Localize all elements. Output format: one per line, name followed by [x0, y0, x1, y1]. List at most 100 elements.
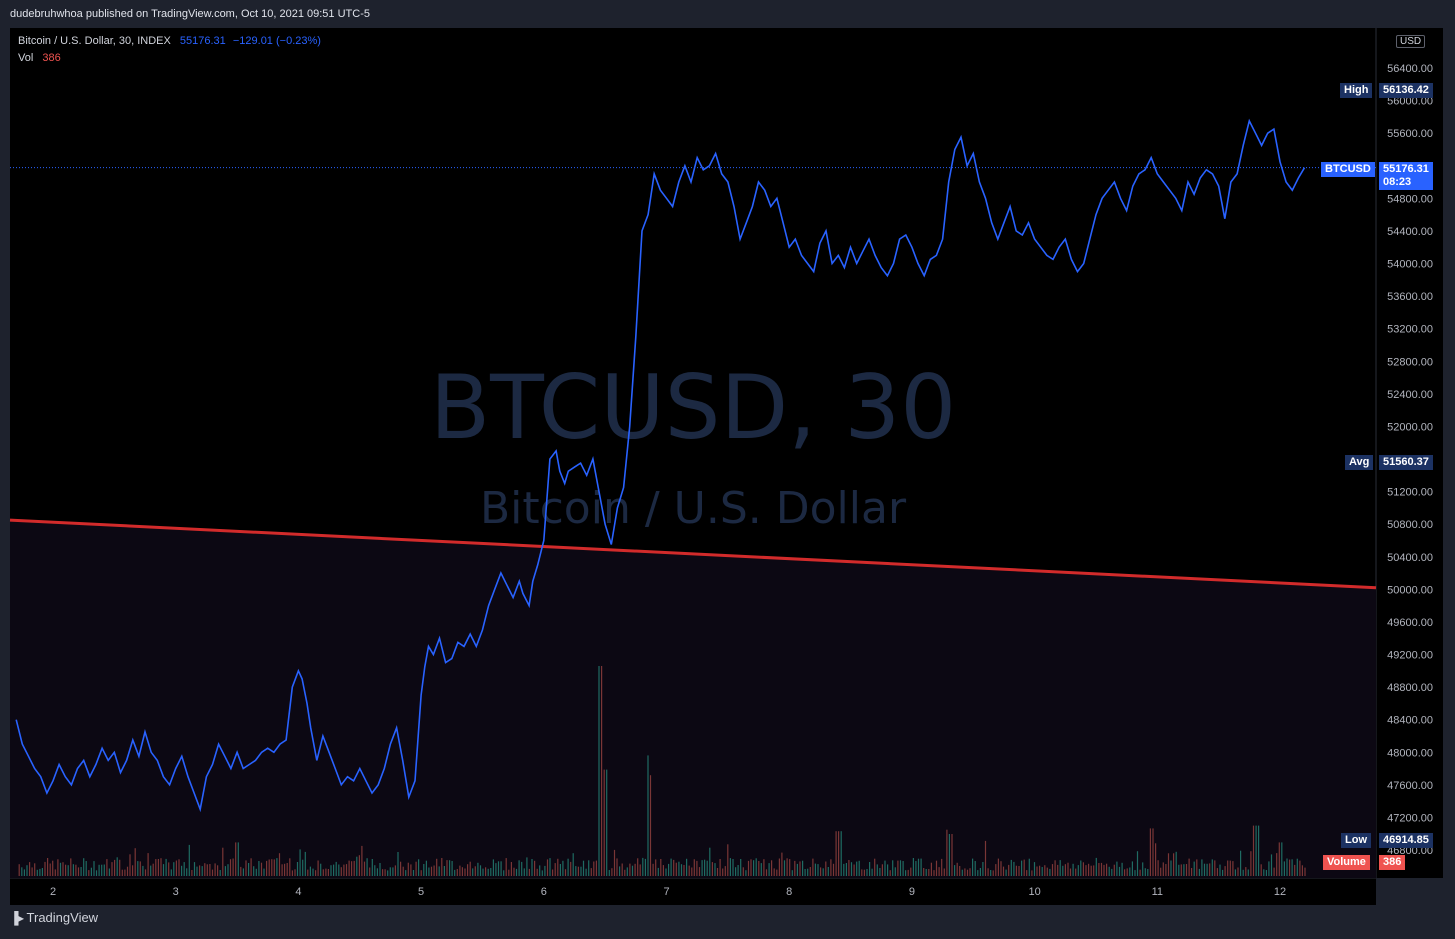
volume-bar: [1291, 859, 1293, 876]
volume-bar: [758, 861, 760, 876]
volume-bar: [714, 863, 716, 876]
x-tick-label: 2: [50, 886, 56, 898]
volume-bar: [948, 834, 950, 876]
last-price-value: 55176.31: [1383, 163, 1429, 175]
volume-bar: [1002, 866, 1005, 876]
volume-bar: [95, 870, 98, 876]
volume-bar: [505, 858, 507, 876]
currency-badge[interactable]: USD: [1396, 35, 1426, 48]
volume-bar: [459, 865, 461, 876]
volume-bar: [402, 866, 404, 876]
volume-bar: [603, 769, 605, 876]
volume-legend[interactable]: Vol 386: [18, 52, 61, 64]
volume-bar: [613, 849, 616, 876]
volume-bar: [296, 862, 299, 876]
volume-bar: [693, 859, 695, 876]
volume-bar: [905, 870, 907, 876]
volume-bar: [570, 861, 572, 876]
volume-bar: [67, 865, 69, 876]
volume-bar: [1039, 865, 1041, 876]
volume-bar: [1294, 864, 1296, 876]
volume-bar: [812, 858, 814, 876]
footer-brand[interactable]: ▐▸ TradingView: [10, 910, 98, 925]
volume-bar: [907, 869, 909, 876]
chart-canvas[interactable]: BTCUSD, 30 Bitcoin / U.S. Dollar 56400.0…: [0, 0, 1455, 905]
volume-bar: [85, 861, 87, 876]
volume-bar: [278, 853, 281, 876]
symbol-legend[interactable]: Bitcoin / U.S. Dollar, 30, INDEX 55176.3…: [18, 35, 321, 47]
volume-bar: [835, 831, 837, 876]
volume-bar: [776, 869, 778, 876]
volume-bar: [242, 868, 244, 876]
volume-bar: [41, 868, 43, 876]
volume-bar: [1103, 864, 1105, 876]
volume-bar: [1147, 869, 1149, 876]
volume-bar: [266, 860, 268, 876]
volume-bar: [111, 862, 113, 876]
volume-bar: [1067, 862, 1069, 876]
volume-bar: [977, 870, 979, 876]
volume-bar: [214, 863, 216, 876]
watermark-symbol: BTCUSD, 30: [430, 356, 956, 459]
volume-bar: [348, 860, 350, 876]
volume-bar: [876, 864, 878, 876]
volume-bar: [709, 847, 711, 876]
volume-bar: [191, 870, 193, 876]
volume-bar: [1296, 858, 1298, 876]
volume-bar: [786, 858, 788, 876]
volume-bar: [168, 862, 170, 876]
volume-bar: [335, 861, 337, 876]
volume-bar: [982, 862, 984, 876]
volume-bar: [268, 859, 270, 876]
volume-bar: [1075, 868, 1077, 876]
volume-bar: [559, 864, 561, 876]
volume-bar: [637, 858, 639, 876]
volume-bar: [1031, 870, 1033, 876]
volume-bar: [1108, 866, 1110, 876]
volume-bar: [546, 859, 549, 876]
volume-bar: [343, 864, 345, 876]
volume-bar: [1157, 860, 1159, 876]
volume-bar: [451, 861, 453, 876]
volume-bar: [552, 869, 554, 876]
volume-bar: [39, 868, 41, 876]
volume-bar: [1085, 865, 1087, 876]
volume-bar: [670, 858, 672, 876]
y-tick-label: 54000.00: [1387, 259, 1433, 271]
volume-bar: [1036, 866, 1038, 876]
volume-bar: [188, 844, 190, 876]
volume-bar: [1136, 851, 1139, 876]
volume-bar: [794, 860, 796, 876]
volume-bar: [753, 860, 755, 876]
volume-bar: [966, 869, 969, 876]
y-tick-label: 54800.00: [1387, 193, 1433, 205]
volume-bar: [619, 866, 621, 876]
volume-bar: [425, 860, 427, 876]
volume-bar: [1098, 863, 1100, 876]
volume-bar: [629, 863, 631, 876]
volume-bar: [379, 863, 381, 876]
volume-bar: [807, 868, 809, 876]
volume-bar: [688, 865, 690, 876]
volume-bar: [1100, 862, 1103, 876]
volume-bar: [1129, 867, 1131, 876]
volume-bar: [446, 860, 448, 876]
volume-bar: [456, 869, 458, 876]
volume-bar: [369, 867, 371, 876]
volume-bar: [526, 857, 528, 876]
volume-bar: [577, 866, 579, 876]
volume-bar: [755, 858, 757, 876]
volume-bar: [902, 861, 904, 876]
volume-bar: [946, 829, 948, 876]
volume-bar: [773, 868, 775, 876]
volume-bar: [382, 869, 384, 876]
volume-bar: [871, 868, 873, 876]
volume-bars: [18, 666, 1306, 876]
volume-bar: [147, 853, 149, 876]
volume-bar: [1005, 869, 1007, 876]
volume-bar: [461, 867, 463, 876]
volume-bar: [29, 862, 31, 876]
volume-bar: [397, 852, 399, 876]
volume-bar: [44, 861, 46, 876]
trendline[interactable]: [9, 518, 1377, 590]
